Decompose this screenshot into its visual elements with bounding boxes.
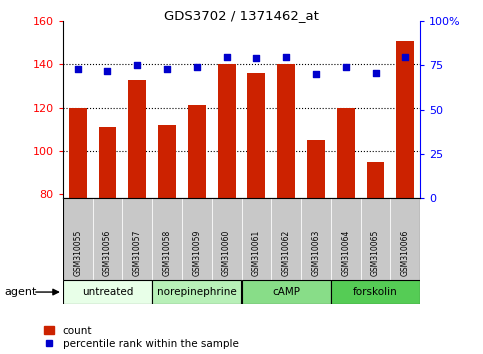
Bar [188, 105, 206, 198]
Bar [337, 108, 355, 198]
Bar [277, 64, 295, 198]
FancyBboxPatch shape [93, 198, 122, 280]
Point [163, 66, 171, 72]
Point [253, 56, 260, 61]
Point [342, 64, 350, 70]
FancyBboxPatch shape [390, 198, 420, 280]
Text: GSM310057: GSM310057 [133, 229, 142, 275]
Bar [69, 108, 86, 198]
Text: forskolin: forskolin [353, 287, 398, 297]
Point [282, 54, 290, 59]
FancyBboxPatch shape [242, 198, 271, 280]
Text: GSM310056: GSM310056 [103, 229, 112, 275]
FancyBboxPatch shape [361, 198, 390, 280]
Text: GSM310061: GSM310061 [252, 229, 261, 275]
Point [193, 64, 201, 70]
FancyBboxPatch shape [301, 198, 331, 280]
Text: GSM310062: GSM310062 [282, 229, 291, 275]
Text: norepinephrine: norepinephrine [157, 287, 237, 297]
Text: GSM310059: GSM310059 [192, 229, 201, 275]
Text: GSM310065: GSM310065 [371, 229, 380, 275]
FancyBboxPatch shape [122, 198, 152, 280]
Text: untreated: untreated [82, 287, 133, 297]
Point [104, 68, 112, 74]
FancyBboxPatch shape [331, 198, 361, 280]
Point [372, 70, 380, 75]
FancyBboxPatch shape [212, 198, 242, 280]
Text: GSM310066: GSM310066 [401, 229, 410, 275]
Text: GSM310063: GSM310063 [312, 229, 320, 275]
Text: agent: agent [5, 287, 37, 297]
Text: GSM310060: GSM310060 [222, 229, 231, 275]
Bar [331, 280, 420, 304]
Bar [218, 64, 236, 198]
Bar [367, 161, 384, 198]
Text: GSM310064: GSM310064 [341, 229, 350, 275]
FancyBboxPatch shape [271, 198, 301, 280]
Bar [152, 280, 242, 304]
FancyBboxPatch shape [152, 198, 182, 280]
Point [74, 66, 82, 72]
Bar [247, 73, 265, 198]
Legend: count, percentile rank within the sample: count, percentile rank within the sample [44, 326, 239, 349]
Bar [397, 41, 414, 198]
Point [312, 72, 320, 77]
Bar [242, 280, 331, 304]
FancyBboxPatch shape [63, 198, 93, 280]
Bar [307, 140, 325, 198]
FancyBboxPatch shape [182, 198, 212, 280]
Text: GSM310055: GSM310055 [73, 229, 82, 275]
Text: GSM310058: GSM310058 [163, 229, 171, 275]
Point [133, 63, 141, 68]
Point [401, 54, 409, 59]
Text: cAMP: cAMP [272, 287, 300, 297]
Bar [63, 280, 152, 304]
Bar [99, 127, 116, 198]
Bar [158, 125, 176, 198]
Point [223, 54, 230, 59]
Bar [128, 80, 146, 198]
Text: GDS3702 / 1371462_at: GDS3702 / 1371462_at [164, 9, 319, 22]
